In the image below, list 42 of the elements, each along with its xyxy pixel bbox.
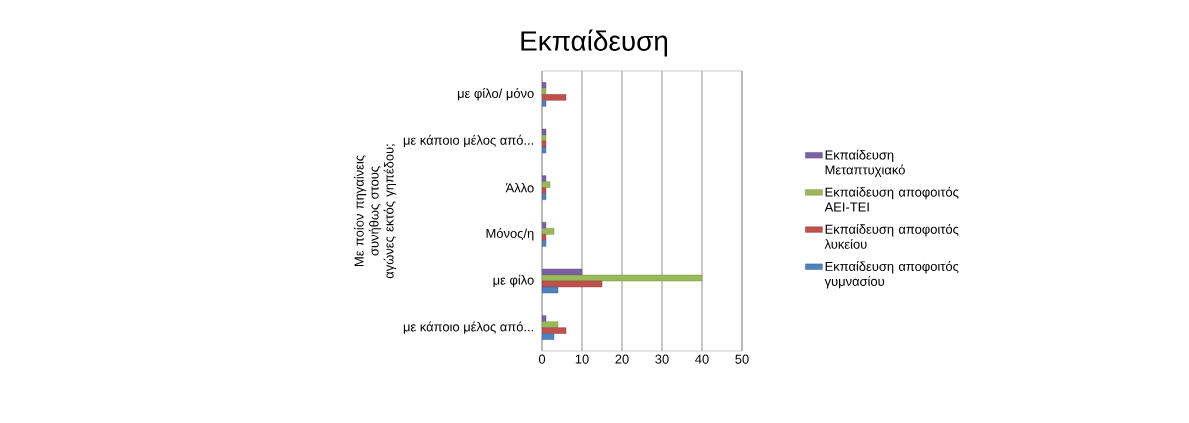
bar <box>542 268 583 276</box>
legend-label: Εκπαίδευση αποφοιτός γυμνασίου <box>824 261 959 289</box>
x-tick-label: 30 <box>655 354 669 364</box>
legend-label: Εκπαίδευση Μεταπτυχιακό <box>825 149 905 178</box>
bar <box>542 286 559 294</box>
x-tick-label: 20 <box>615 354 629 364</box>
bar <box>542 274 703 282</box>
y-tick-label: με κάποιο μέλος από... <box>403 321 534 334</box>
bar <box>542 327 567 334</box>
y-tick-label: Μόνος/η <box>486 228 534 241</box>
x-tick-label: 40 <box>695 354 709 364</box>
bar <box>542 234 547 241</box>
y-tick-label: με φίλο/ μόνο <box>457 88 534 101</box>
bar <box>542 175 547 182</box>
y-axis-title: Με ποίον πηγαίνεις συνήθως στους αγώνες εκτός γηπέδου; <box>353 144 397 279</box>
bar <box>542 193 547 200</box>
legend-label: Εκπαίδευση αποφοιτός λυκείου <box>824 223 959 249</box>
bar <box>542 321 559 328</box>
legend-label: Εκπαίδευση αποφοιτός ΑΕΙ-ΤΕΙ <box>824 186 959 212</box>
bar <box>542 228 555 235</box>
bar <box>542 82 547 89</box>
bar <box>542 94 567 101</box>
y-tick-label: Άλλο <box>505 182 534 193</box>
bar <box>542 280 603 288</box>
bar <box>542 88 547 95</box>
bar <box>542 187 547 194</box>
bar <box>542 134 547 142</box>
bar <box>542 222 547 229</box>
bar <box>542 181 551 188</box>
chart-title: Εκπαίδευση <box>521 29 668 57</box>
x-tick-label: 50 <box>735 354 749 364</box>
bar <box>542 128 547 136</box>
y-tick-label: με κάποιο μέλος από... <box>403 134 534 148</box>
bar <box>542 140 547 148</box>
bar <box>542 315 547 322</box>
bar <box>542 146 547 154</box>
x-tick-label: 0 <box>538 354 546 364</box>
bar <box>542 100 547 107</box>
x-tick-label: 10 <box>575 354 589 364</box>
bar <box>542 333 555 340</box>
y-tick-label: με φίλο <box>493 274 534 288</box>
bar <box>542 240 547 247</box>
